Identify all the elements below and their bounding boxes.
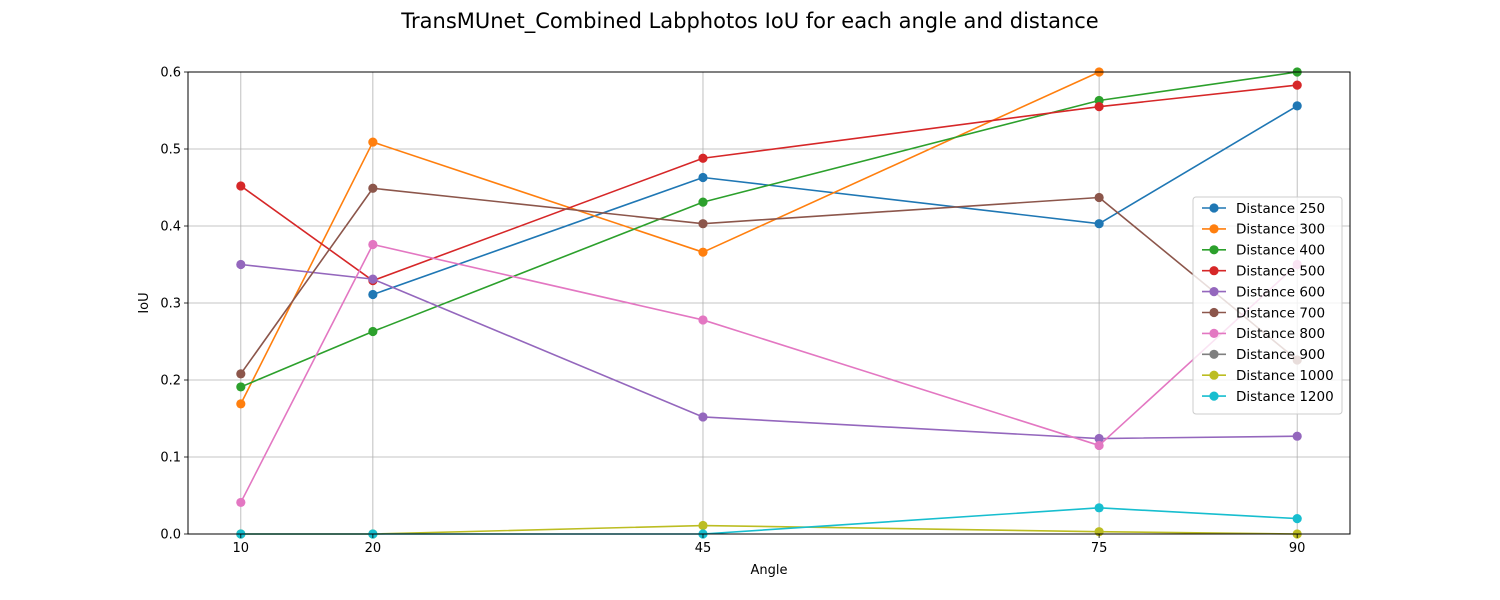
series-line — [240, 243, 1298, 503]
legend-item: Distance 300 — [1202, 222, 1325, 238]
data-point — [698, 172, 708, 183]
data-point — [698, 315, 708, 325]
series-distance-250 — [368, 101, 1302, 300]
y-axis-label: IoU — [137, 292, 152, 313]
series-distance-600 — [236, 259, 1302, 444]
legend-label: Distance 800 — [1236, 326, 1325, 342]
y-tick-label: 0.2 — [160, 374, 181, 389]
axis-ticks: 10 20 45 75 90 0.0 0.1 0.2 0.3 0.4 0.5 0.6 — [160, 66, 1305, 557]
data-point — [236, 259, 246, 270]
legend-marker — [1209, 203, 1219, 213]
data-point — [698, 153, 708, 163]
y-tick-label: 0.1 — [160, 451, 181, 466]
legend-label: Distance 300 — [1236, 222, 1325, 238]
series-distance-500 — [236, 80, 1302, 286]
legend-marker — [1209, 245, 1219, 255]
y-tick-label: 0.0 — [160, 528, 181, 543]
series-line — [240, 507, 1298, 535]
legend-item: Distance 1000 — [1202, 368, 1334, 384]
legend-marker — [1209, 224, 1219, 234]
series-distance-1200 — [236, 503, 1302, 539]
series-distance-400 — [236, 67, 1302, 392]
legend-label: Distance 250 — [1236, 201, 1325, 217]
data-point — [368, 274, 378, 284]
legend-item: Distance 900 — [1202, 347, 1325, 363]
chart-title: TransMUnet_Combined Labphotos IoU for ea… — [400, 9, 1098, 34]
y-tick-label: 0.3 — [160, 297, 181, 312]
data-point — [1094, 219, 1104, 229]
legend-label: Distance 1200 — [1236, 389, 1334, 405]
data-point — [1292, 80, 1302, 90]
series-line — [372, 105, 1298, 296]
series-distance-300 — [236, 67, 1104, 409]
data-point — [698, 197, 708, 207]
data-point — [1094, 192, 1104, 203]
data-point — [236, 497, 246, 508]
data-point — [368, 137, 378, 147]
x-tick-label: 10 — [233, 541, 250, 556]
data-point — [368, 239, 378, 250]
series-line — [240, 263, 1298, 440]
legend-marker — [1209, 370, 1219, 380]
data-point — [1094, 102, 1104, 112]
data-point — [1094, 433, 1104, 444]
legend: Distance 250 Distance 300 Distance 400 Dist… — [1192, 196, 1343, 415]
legend-label: Distance 500 — [1236, 264, 1325, 280]
y-tick-label: 0.6 — [160, 66, 181, 81]
x-tick-label: 90 — [1289, 541, 1306, 556]
legend-item: Distance 700 — [1202, 305, 1325, 321]
data-point — [236, 369, 246, 379]
legend-marker — [1209, 307, 1219, 318]
legend-marker — [1209, 349, 1219, 359]
data-point — [368, 326, 378, 337]
data-point — [368, 289, 378, 300]
legend-label: Distance 600 — [1236, 284, 1325, 300]
data-point — [1094, 440, 1104, 451]
legend-label: Distance 900 — [1236, 347, 1325, 363]
legend-item: Distance 500 — [1202, 264, 1325, 280]
data-point — [1094, 503, 1104, 513]
legend-item: Distance 250 — [1202, 201, 1325, 217]
legend-item: Distance 600 — [1202, 284, 1325, 300]
legend-box — [1192, 196, 1343, 415]
x-tick-label: 45 — [695, 541, 712, 556]
series-line — [240, 71, 1100, 405]
legend-marker — [1209, 266, 1219, 276]
legend-label: Distance 1000 — [1236, 368, 1334, 384]
data-point — [236, 382, 246, 392]
data-point — [1292, 431, 1302, 441]
y-tick-label: 0.4 — [160, 220, 181, 235]
legend-marker — [1209, 287, 1219, 297]
legend-item: Distance 400 — [1202, 243, 1325, 259]
legend-label: Distance 700 — [1236, 305, 1325, 321]
series-line — [240, 187, 1298, 375]
series-distance-700 — [236, 183, 1302, 379]
data-point — [698, 247, 708, 257]
legend-marker — [1209, 328, 1219, 338]
data-point — [698, 412, 708, 422]
data-point — [1292, 514, 1302, 524]
x-tick-label: 75 — [1091, 541, 1108, 556]
y-tick-label: 0.5 — [160, 143, 181, 158]
legend-item: Distance 1200 — [1202, 389, 1334, 405]
series-distance-800 — [236, 239, 1302, 508]
data-point — [236, 399, 246, 409]
legend-item: Distance 800 — [1202, 326, 1325, 342]
legend-label: Distance 400 — [1236, 243, 1325, 259]
grid — [188, 71, 1350, 535]
data-point — [698, 520, 708, 531]
x-tick-label: 20 — [365, 541, 382, 556]
legend-marker — [1209, 391, 1219, 401]
data-point — [698, 219, 708, 229]
data-point — [236, 181, 246, 191]
data-point — [1292, 101, 1302, 111]
x-axis-label: Angle — [751, 563, 788, 578]
data-point — [368, 183, 378, 193]
